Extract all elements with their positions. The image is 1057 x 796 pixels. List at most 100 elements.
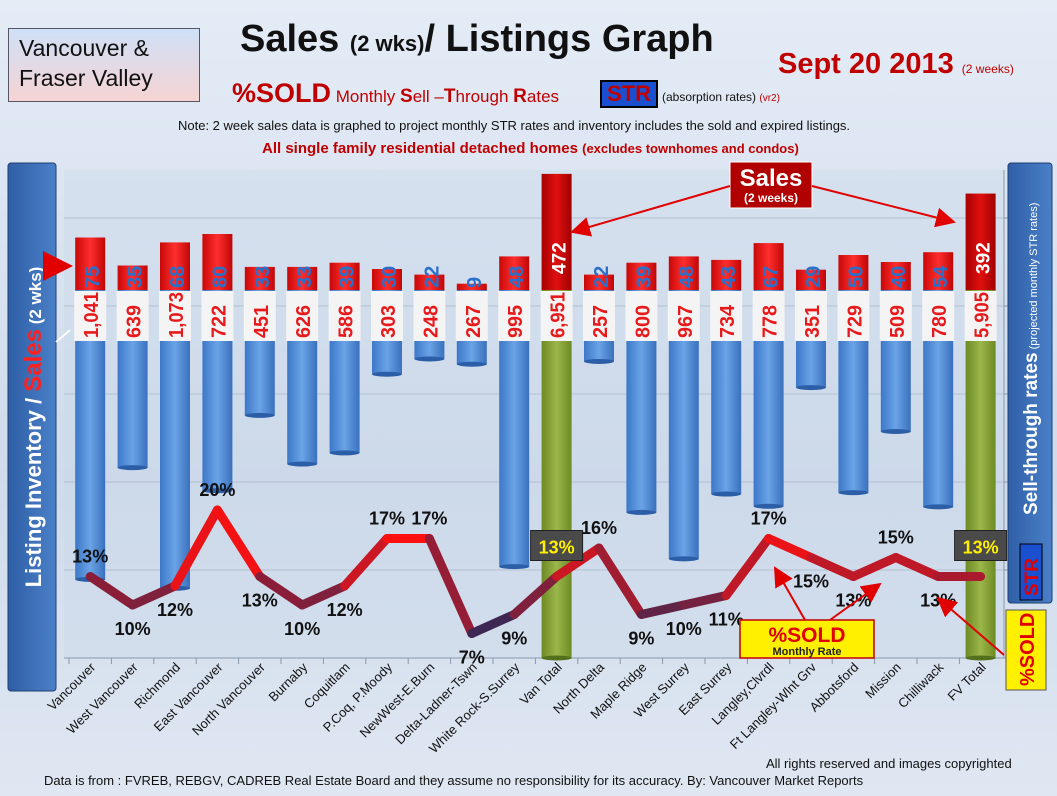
inventory-label-plate (201, 291, 234, 341)
inventory-bar-base (584, 358, 614, 364)
subtitle-a: %SOLD (232, 78, 332, 108)
sellthrough-line-segment (891, 553, 943, 581)
report-date: Sept 20 2013 (2 weeks) (778, 48, 1014, 81)
inventory-label-plate (922, 291, 955, 341)
inventory-value-label: 6,951 (548, 292, 570, 338)
inventory-value-label: 303 (378, 305, 400, 338)
sales-bar (796, 269, 826, 290)
pct-sold-label: 13% (539, 538, 575, 558)
inventory-label-plate (286, 291, 319, 341)
chart-subtitle: %SOLD Monthly Sell –Through Rates (232, 78, 559, 109)
pct-sold-label: 12% (327, 600, 363, 620)
y2-axis-label-b: (projected monthly STR rates) (1028, 203, 1040, 353)
sales-value-label: 33 (294, 266, 316, 288)
sellthrough-line-segment (806, 553, 858, 581)
left-axis-panel (7, 162, 57, 692)
pct-arrow-2 (829, 582, 882, 621)
pct-sold-label: 12% (157, 600, 193, 620)
sales-bar (753, 243, 784, 290)
sellthrough-line-segment (467, 610, 519, 638)
inventory-value-label: 1,041 (81, 292, 103, 338)
inventory-bar-base (753, 503, 784, 509)
inventory-value-label: 451 (251, 305, 273, 338)
inventory-label-plate (752, 291, 785, 341)
sales-value-label: 75 (82, 266, 104, 288)
inventory-value-label: 509 (887, 305, 909, 338)
inventory-bar-base (711, 491, 742, 497)
footer-source: Data is from : FVREB, REBGV, CADREB Real… (44, 773, 864, 788)
inventory-value-label: 248 (420, 305, 442, 338)
inventory-value-label: 780 (929, 305, 951, 338)
inventory-value-label: 734 (717, 304, 739, 338)
inventory-label-plate (795, 291, 827, 341)
sales-value-label: 39 (337, 266, 359, 288)
inventory-value-label: 586 (336, 305, 358, 338)
total-sales-bar (541, 173, 572, 290)
x-tick-label: Chilliwack (895, 659, 947, 711)
footer-rights: All rights reserved and images copyright… (766, 756, 1012, 771)
sales-callout-box (729, 161, 813, 209)
absorption-note: (absorption rates) (vr2) (662, 90, 780, 104)
absorption-text: (absorption rates) (662, 90, 760, 104)
sales-value-label: 22 (591, 266, 613, 288)
sellthrough-line-segment (255, 572, 307, 610)
inventory-label-plate (159, 291, 191, 341)
inventory-value-label: 257 (590, 305, 612, 338)
inventory-bar-base (965, 655, 996, 661)
total-inventory-bar (965, 290, 996, 658)
pct-sold-label: 15% (878, 528, 914, 548)
inventory-value-label: 800 (632, 305, 654, 338)
inventory-label-plate (74, 291, 107, 341)
sellthrough-line-segment (212, 505, 265, 581)
sales-bar (923, 252, 954, 290)
sales-callout: Sales (2 weeks) (570, 161, 956, 237)
inventory-value-label: 729 (844, 305, 866, 338)
sales-value-label: 29 (803, 266, 825, 288)
title-part-a: Sales (240, 18, 350, 60)
sales-value-label: 33 (252, 266, 274, 288)
inventory-value-label: 722 (208, 305, 230, 338)
sales-bar (244, 266, 275, 290)
inventory-label-plate (625, 291, 658, 341)
inventory-bar-base (329, 450, 360, 456)
chart-title: Sales (2 wks)/ Listings Graph (240, 18, 714, 61)
inventory-label-plate (455, 291, 488, 341)
sales-bar (668, 256, 699, 290)
bars-layer (74, 173, 997, 661)
sales-bar (117, 265, 148, 290)
sales-value-label: 80 (209, 266, 231, 288)
inventory-label-plate (879, 291, 912, 341)
sales-arrow-left (570, 185, 731, 237)
sales-bar (202, 234, 233, 290)
inventory-bar-base (372, 371, 402, 377)
sales-bar (584, 274, 614, 290)
inventory-value-label: 267 (463, 305, 485, 338)
subtitle-c: S (400, 86, 413, 107)
subtitle-e: T (443, 86, 456, 107)
date-sub: (2 weeks) (961, 62, 1014, 76)
sellthrough-line-segment (509, 572, 562, 619)
pct-sold-label: 9% (628, 629, 654, 649)
inventory-bar-base (117, 465, 148, 471)
sales-value-label: 40 (888, 266, 910, 288)
sales-value-label: 30 (379, 266, 401, 288)
total-pct-badge (954, 530, 1008, 561)
inventory-value-label: 626 (293, 305, 315, 338)
inventory-label-plate (964, 291, 997, 341)
sellthrough-line-segment (848, 553, 901, 581)
sales-bar (329, 262, 360, 290)
pct-sold-label: 15% (793, 572, 829, 592)
pct-sold-label: 17% (411, 509, 447, 529)
sales-callout-title: Sales (740, 165, 803, 192)
total-pct-badge (530, 530, 584, 561)
region-line-1: Vancouver & (19, 35, 149, 61)
sales-bar (287, 266, 318, 290)
region-box: Vancouver & Fraser Valley (8, 28, 200, 102)
sales-bar (711, 259, 742, 290)
inventory-label-plate (837, 291, 870, 341)
sellthrough-line-segment (128, 581, 180, 610)
y-axis-label-a: Listing Inventory / (21, 392, 46, 588)
subtitle-f: hrough (455, 87, 514, 106)
